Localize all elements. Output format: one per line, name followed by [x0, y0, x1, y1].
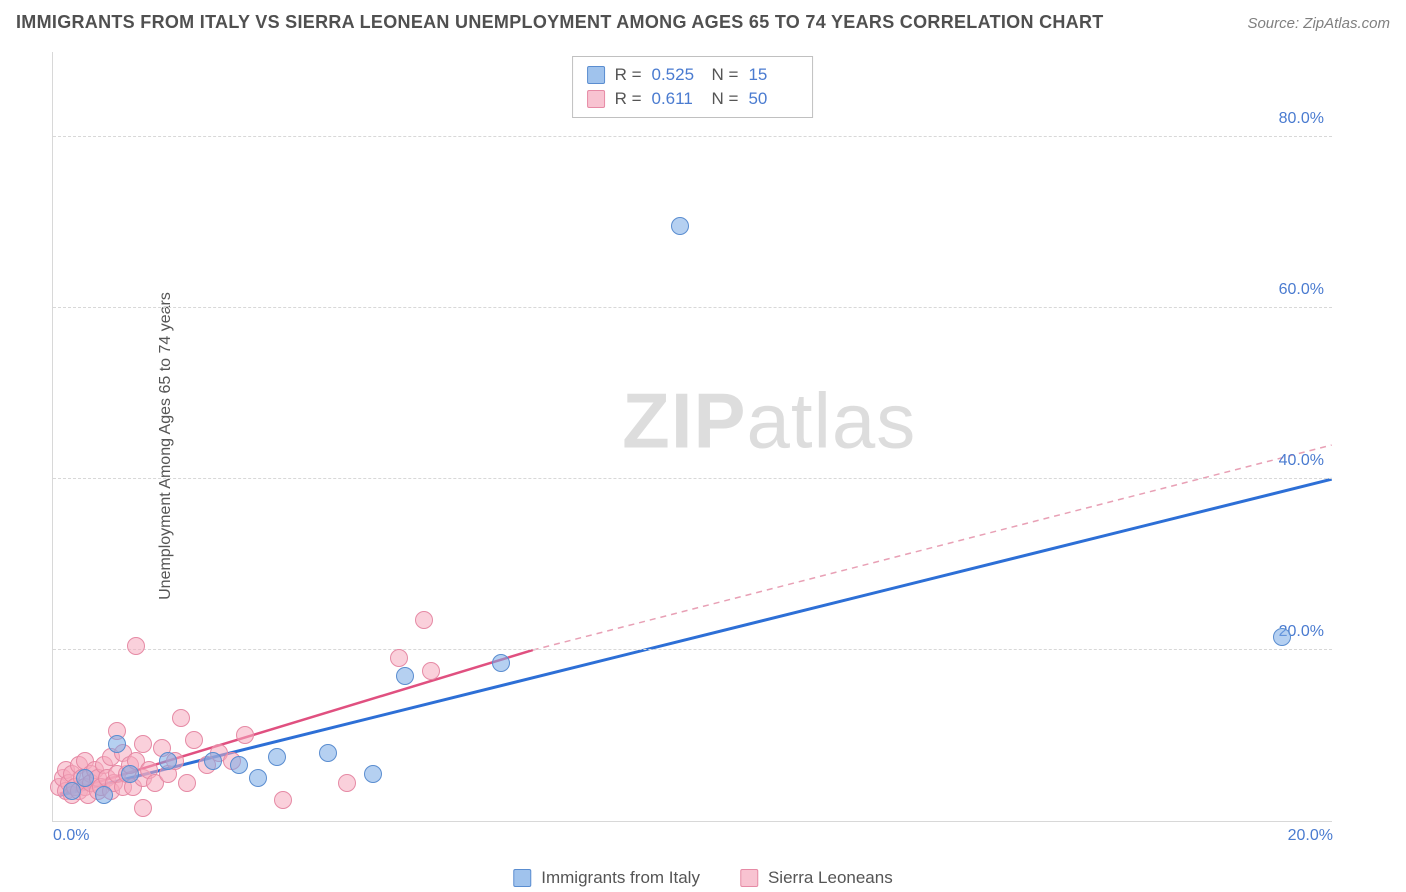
y-tick-label: 60.0%	[1279, 281, 1324, 299]
stats-legend: R = 0.525 N = 15 R = 0.611 N = 50	[572, 56, 814, 118]
y-tick-label: 80.0%	[1279, 110, 1324, 128]
data-point	[204, 752, 222, 770]
stats-row-pink: R = 0.611 N = 50	[587, 87, 799, 111]
data-point	[178, 774, 196, 792]
legend-label-blue: Immigrants from Italy	[541, 868, 700, 888]
swatch-blue-icon	[587, 66, 605, 84]
data-point	[422, 662, 440, 680]
legend-bottom: Immigrants from Italy Sierra Leoneans	[513, 868, 892, 888]
data-point	[671, 217, 689, 235]
x-tick-label: 20.0%	[1288, 827, 1333, 845]
data-point	[396, 667, 414, 685]
data-point	[1273, 628, 1291, 646]
data-point	[108, 735, 126, 753]
data-point	[274, 791, 292, 809]
trend-line	[533, 445, 1332, 650]
data-point	[76, 769, 94, 787]
r-label: R =	[615, 87, 642, 111]
trend-line	[60, 479, 1332, 795]
n-value-pink: 50	[748, 87, 798, 111]
r-label: R =	[615, 63, 642, 87]
trend-lines	[53, 52, 1332, 821]
header-row: IMMIGRANTS FROM ITALY VS SIERRA LEONEAN …	[16, 12, 1390, 33]
data-point	[172, 709, 190, 727]
gridline	[53, 478, 1332, 479]
data-point	[492, 654, 510, 672]
n-label: N =	[712, 63, 739, 87]
gridline	[53, 307, 1332, 308]
y-tick-label: 40.0%	[1279, 452, 1324, 470]
swatch-pink-icon	[587, 90, 605, 108]
r-value-pink: 0.611	[652, 87, 702, 111]
legend-label-pink: Sierra Leoneans	[768, 868, 893, 888]
legend-item-pink: Sierra Leoneans	[740, 868, 893, 888]
swatch-pink-icon	[740, 869, 758, 887]
data-point	[390, 649, 408, 667]
gridline	[53, 649, 1332, 650]
stats-row-blue: R = 0.525 N = 15	[587, 63, 799, 87]
data-point	[364, 765, 382, 783]
data-point	[415, 611, 433, 629]
data-point	[127, 637, 145, 655]
swatch-blue-icon	[513, 869, 531, 887]
source-attribution: Source: ZipAtlas.com	[1247, 15, 1390, 32]
legend-item-blue: Immigrants from Italy	[513, 868, 700, 888]
data-point	[230, 756, 248, 774]
data-point	[185, 731, 203, 749]
n-label: N =	[712, 87, 739, 111]
scatter-plot: ZIPatlas R = 0.525 N = 15 R = 0.611 N = …	[52, 52, 1332, 822]
data-point	[249, 769, 267, 787]
n-value-blue: 15	[748, 63, 798, 87]
data-point	[95, 786, 113, 804]
x-tick-label: 0.0%	[53, 827, 89, 845]
data-point	[134, 799, 152, 817]
data-point	[159, 752, 177, 770]
watermark: ZIPatlas	[622, 376, 916, 467]
data-point	[338, 774, 356, 792]
r-value-blue: 0.525	[652, 63, 702, 87]
data-point	[319, 744, 337, 762]
data-point	[268, 748, 286, 766]
chart-title: IMMIGRANTS FROM ITALY VS SIERRA LEONEAN …	[16, 12, 1104, 33]
data-point	[121, 765, 139, 783]
data-point	[134, 735, 152, 753]
data-point	[236, 726, 254, 744]
gridline	[53, 136, 1332, 137]
